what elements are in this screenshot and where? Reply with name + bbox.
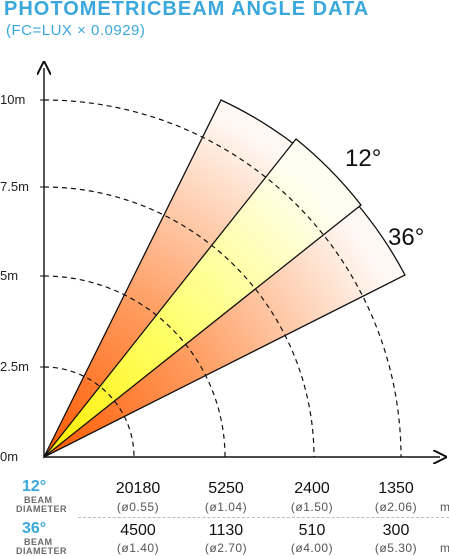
table-row-12-lux-1: 20180 (115, 480, 161, 497)
table-row-12-lux-2: 5250 (208, 480, 244, 497)
y-tick-label-0m: 0m (0, 449, 19, 464)
y-tick-label-7-5m: 7.5m (0, 179, 29, 194)
table-row-12-diameter-2: (ø1.04) (204, 500, 248, 514)
table-row-36-lux-4: 300 (382, 522, 410, 539)
table-row-12-diameter-1: (ø0.55) (116, 500, 160, 514)
y-tick-label-5m: 5m (0, 268, 19, 283)
table-row-36-lux-1: 4500 (120, 522, 156, 539)
beam-12-sector (43, 138, 362, 458)
table-row-12-sublabel-diameter: DIAMETER (16, 504, 67, 514)
table-row-12-diameter-3: (ø1.50) (290, 500, 334, 514)
table-row-12-lux-3: 2400 (294, 480, 330, 497)
beam-label-12: 12° (345, 145, 382, 172)
table-row-12-angle: 12° (22, 478, 47, 495)
table-row-36-diameter-1: (ø1.40) (116, 541, 160, 555)
table-row-36-angle: 36° (22, 520, 47, 537)
y-tick-label-10m: 10m (0, 92, 26, 107)
y-tick-label-2-5m: 2.5m (0, 359, 29, 374)
table-row-36-sublabel-beam: BEAM (24, 537, 53, 547)
table-row-12-diameter-4: (ø2.06) (374, 500, 418, 514)
table-row-36-lux-2: 1130 (208, 522, 244, 539)
page-subtitle: (FC=LUX × 0.0929) (6, 22, 146, 39)
table-row-36-sublabel-diameter: DIAMETER (16, 546, 67, 556)
beam-label-36: 36° (388, 224, 425, 251)
table-row-36-unit: m (440, 541, 449, 555)
table-row-36-diameter-3: (ø4.00) (290, 541, 334, 555)
distance-arc-10m (43, 99, 402, 458)
table-row-separator (78, 517, 449, 518)
table-row-12-sublabel-beam: BEAM (24, 495, 53, 505)
table-row-36-diameter-4: (ø5.30) (374, 541, 418, 555)
page-title: PHOTOMETRICBEAM ANGLE DATA (4, 0, 370, 20)
distance-arc-2-5m (43, 366, 135, 458)
table-row-36-diameter-2: (ø2.70) (204, 541, 248, 555)
table-row-12-unit: m (440, 500, 449, 514)
table-row-36-lux-3: 510 (298, 522, 326, 539)
distance-arc-5m (43, 275, 226, 458)
distance-arc-7-5m (43, 186, 315, 458)
table-row-12-lux-4: 1350 (378, 480, 414, 497)
